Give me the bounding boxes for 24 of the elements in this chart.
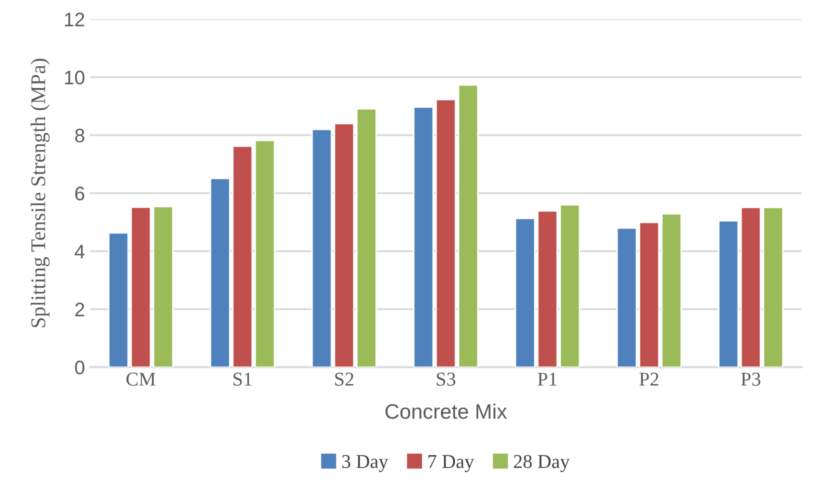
y-tick-label: 0: [75, 360, 84, 374]
x-tick-label: CM: [126, 372, 156, 386]
y-tick-label: 6: [75, 186, 84, 200]
bar: [616, 227, 638, 368]
y-tick-label: 10: [64, 70, 84, 84]
bar: [458, 84, 479, 368]
legend-label: 3 Day: [342, 455, 388, 472]
x-tick-label: P3: [741, 372, 760, 386]
x-tick-label: P1: [538, 372, 557, 386]
x-tick-label: S2: [335, 372, 354, 386]
x-tick-label: S3: [436, 372, 456, 386]
bar: [762, 206, 784, 368]
y-tick-label: 12: [64, 12, 84, 26]
bar: [311, 128, 332, 368]
y-tick-label: 4: [74, 244, 85, 258]
y-tick-label: 8: [75, 128, 84, 142]
bar: [152, 206, 174, 368]
x-axis-title: Concrete Mix: [386, 404, 507, 419]
legend-label: 7 Day: [428, 455, 474, 472]
y-tick-label: 2: [75, 302, 84, 316]
legend-label: 28 Day: [514, 454, 570, 472]
x-tick-label: S1: [234, 372, 252, 386]
x-tick-label: P2: [639, 372, 658, 386]
y-axis-title: Splitting Tensile Strength (MPa): [30, 58, 50, 328]
